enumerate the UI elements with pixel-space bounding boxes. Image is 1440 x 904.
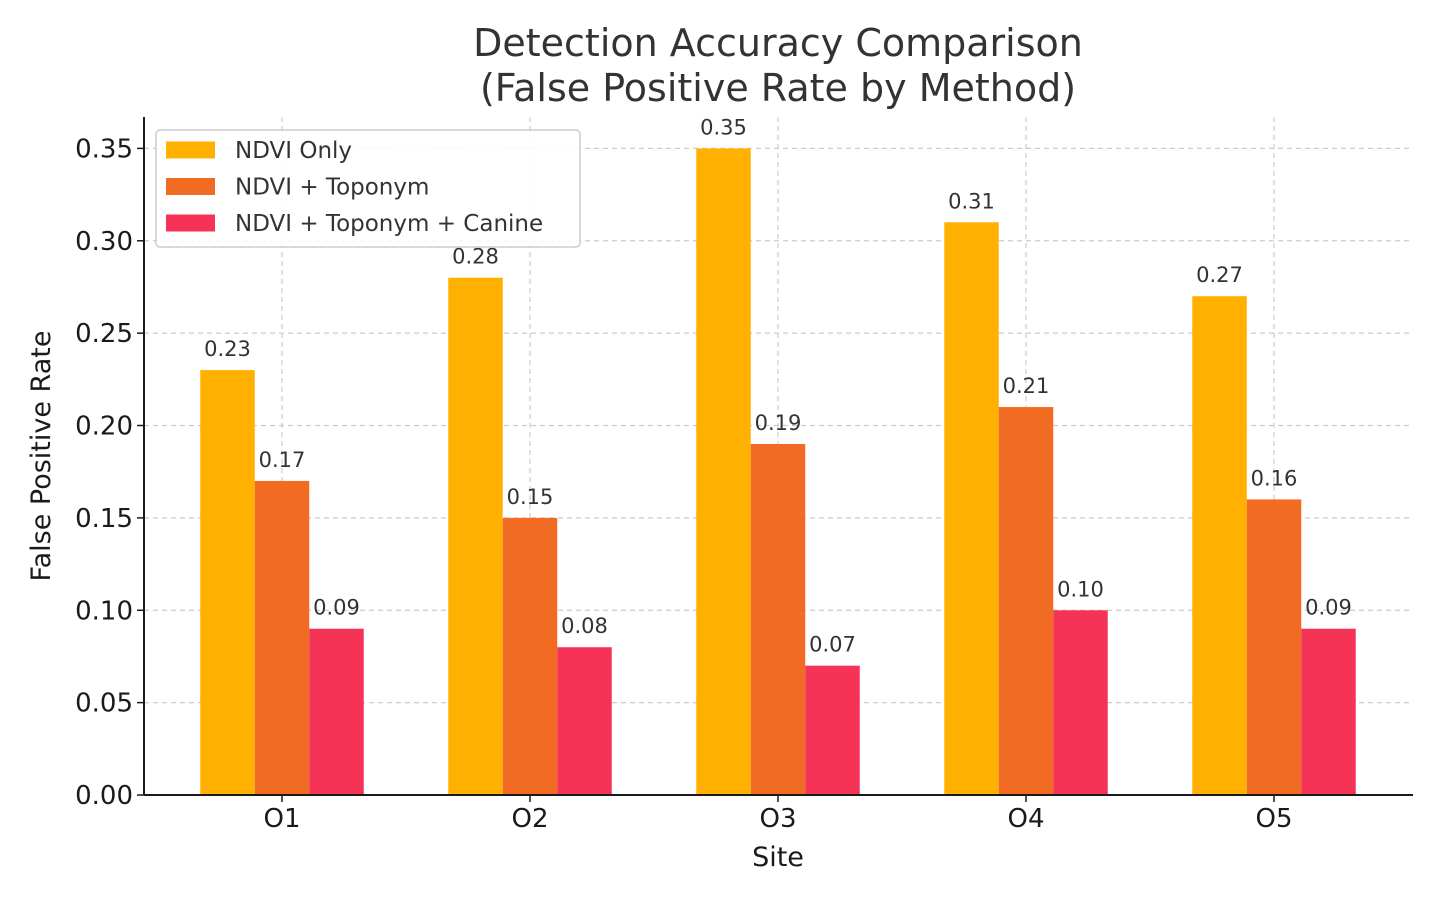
data-label: 0.23 — [204, 337, 251, 361]
data-label: 0.17 — [259, 448, 306, 472]
y-tick-label: 0.35 — [75, 134, 133, 164]
bar-o4-series-2 — [998, 407, 1054, 795]
legend-box — [155, 129, 581, 248]
y-tick-label: 0.25 — [75, 319, 133, 349]
legend-label-1: NDVI Only — [235, 138, 352, 164]
x-tick-label: O3 — [759, 804, 796, 834]
bar-o2-series-2 — [502, 517, 558, 795]
y-axis-label: False Positive Rate — [26, 331, 57, 582]
data-labels: 0.23 0.28 0.35 0.31 0.27 0.17 0.15 0.19 0.21 0.16… — [204, 115, 1352, 656]
data-label: 0.19 — [755, 411, 802, 435]
data-label: 0.16 — [1251, 466, 1298, 490]
bar-o1-series-1 — [200, 370, 255, 795]
chart-title: Detection Accuracy Comparison (False Pos… — [473, 21, 1083, 110]
x-tick-label: O4 — [1007, 804, 1044, 834]
data-label: 0.15 — [507, 485, 554, 509]
legend-swatch-3 — [166, 214, 215, 232]
y-tick-label: 0.20 — [75, 412, 133, 442]
bar-o3-series-3 — [805, 665, 860, 795]
chart-title-line-2: (False Positive Rate by Method) — [480, 66, 1076, 110]
bar-o5-series-2 — [1246, 499, 1302, 795]
y-tick-label: 0.10 — [75, 596, 133, 626]
x-tick-label: O2 — [511, 804, 548, 834]
data-label: 0.09 — [313, 596, 360, 620]
x-tick-label: O5 — [1255, 804, 1292, 834]
y-tick-label: 0.00 — [75, 781, 133, 811]
legend-swatch-1 — [166, 141, 215, 159]
x-tick-label: O1 — [263, 804, 300, 834]
bar-o4-series-1 — [944, 222, 999, 795]
legend-label-3: NDVI + Toponym + Canine — [235, 211, 543, 237]
bar-o4-series-3 — [1053, 610, 1108, 795]
bar-o1-series-3 — [309, 628, 364, 795]
data-label: 0.10 — [1057, 577, 1104, 601]
data-label: 0.09 — [1305, 596, 1352, 620]
data-label: 0.08 — [561, 614, 608, 638]
legend: NDVI Only NDVI + Toponym NDVI + Toponym + … — [155, 129, 581, 248]
x-axis-label: Site — [752, 842, 804, 873]
y-tick-label: 0.30 — [75, 227, 133, 257]
data-label: 0.27 — [1196, 263, 1243, 287]
data-label: 0.31 — [948, 189, 995, 213]
data-label: 0.07 — [809, 633, 856, 657]
data-label: 0.21 — [1003, 374, 1050, 398]
x-ticks: O1 O2 O3 O4 O5 — [263, 795, 1293, 834]
bar-o5-series-3 — [1301, 628, 1356, 795]
legend-label-2: NDVI + Toponym — [235, 175, 429, 201]
y-ticks: 0.00 0.05 0.10 0.15 0.20 0.25 0.30 0.35 — [75, 134, 144, 811]
data-label: 0.28 — [452, 245, 499, 269]
y-tick-label: 0.15 — [75, 504, 133, 534]
bar-o3-series-1 — [696, 148, 751, 795]
y-tick-label: 0.05 — [75, 689, 133, 719]
bars — [200, 148, 1356, 795]
bar-o1-series-2 — [254, 480, 310, 795]
data-label: 0.35 — [700, 115, 747, 139]
legend-swatch-2 — [166, 178, 215, 195]
bar-o2-series-3 — [557, 647, 612, 795]
chart-title-line-1: Detection Accuracy Comparison — [473, 21, 1083, 65]
bar-o3-series-2 — [750, 443, 806, 795]
bar-o5-series-1 — [1192, 296, 1247, 795]
bar-o2-series-1 — [448, 277, 503, 795]
